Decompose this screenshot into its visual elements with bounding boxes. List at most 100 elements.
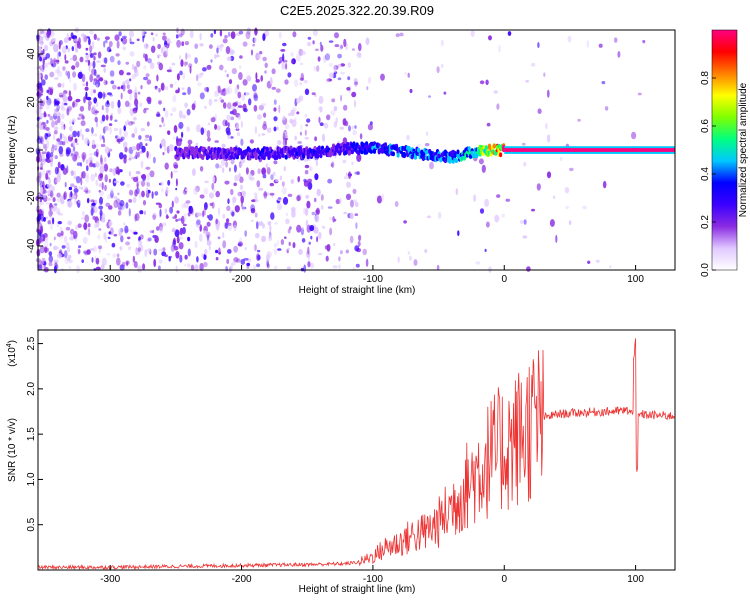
spectrogram-cell <box>146 121 150 127</box>
spectrogram-cell <box>82 154 85 163</box>
spectrogram-cell <box>45 237 49 241</box>
spectrogram-cell <box>69 120 73 125</box>
y-tick-label: 20 <box>26 96 37 108</box>
spectrogram-ridge-cell <box>372 149 377 154</box>
spectrogram-cell <box>103 67 106 73</box>
spectrogram-cell <box>119 152 124 160</box>
spectrogram-cell <box>493 90 498 94</box>
spectrogram-cell <box>291 59 294 64</box>
spectrogram-cell <box>63 136 67 144</box>
spectrogram-cell <box>179 70 183 76</box>
spectrogram-cell <box>57 221 62 225</box>
spectrogram-cell <box>256 53 262 60</box>
y-tick-label: 1.0 <box>26 472 37 486</box>
spectrogram-cell <box>303 79 308 84</box>
spectrogram-cell <box>63 102 68 106</box>
spectrogram-cell <box>136 175 139 181</box>
spectrogram-cell <box>88 38 91 46</box>
spectrogram-cell <box>228 79 233 85</box>
spectrogram-cell <box>282 59 288 63</box>
spectrogram-cell <box>181 41 185 47</box>
spectrogram-cell <box>101 217 106 223</box>
spectrogram-cell <box>204 206 207 210</box>
spectrogram-cell <box>350 199 354 208</box>
spectrogram-cell <box>241 94 245 101</box>
spectrogram-cell <box>106 100 110 105</box>
spectrogram-cell <box>406 134 410 141</box>
spectrogram-cell <box>203 207 206 216</box>
spectrogram-cell <box>172 94 177 103</box>
spectrogram-cell <box>356 153 362 162</box>
spectrogram-cell <box>239 55 243 59</box>
spectrogram-cell <box>215 249 219 254</box>
spectrogram-ridge-cell <box>290 150 295 156</box>
spectrogram-cell <box>323 55 327 63</box>
spectrogram-cell <box>340 45 343 49</box>
spectrogram-cell <box>276 240 279 247</box>
spectrogram-cell <box>41 169 46 176</box>
spectrogram-cell <box>142 263 146 270</box>
y-tick-label: 0 <box>26 147 37 153</box>
spectrogram-cell <box>146 173 150 181</box>
spectrogram-cell <box>297 175 301 183</box>
spectrogram-cell <box>426 215 432 219</box>
spectrogram-cell <box>87 59 91 67</box>
spectrogram-cell <box>436 264 440 271</box>
spectrogram-cell <box>38 74 42 78</box>
spectrogram-cell <box>175 178 178 187</box>
spectrogram-cell <box>56 104 60 111</box>
spectrogram-cell <box>153 248 158 256</box>
spectrogram-cell <box>46 159 51 163</box>
spectrogram-cell <box>305 194 310 199</box>
spectrogram-cell <box>233 224 237 232</box>
spectrogram-cell <box>258 187 264 191</box>
spectrogram-cell <box>144 180 149 186</box>
spectrogram-cell <box>49 222 53 231</box>
spectrogram-cell <box>187 236 191 242</box>
spectrogram-cell <box>365 37 370 46</box>
spectrogram-ridge-cell <box>185 146 189 152</box>
spectrogram-ridge-cell <box>443 158 447 164</box>
chart-title: C2E5.2025.322.20.39.R09 <box>280 3 434 18</box>
spectrogram-cell <box>128 30 135 38</box>
spectrogram-cell <box>164 40 168 48</box>
spectrogram-cell <box>84 86 89 91</box>
spectrogram-cell <box>346 87 351 91</box>
spectrogram-cell <box>277 203 283 211</box>
spectrogram-cell <box>79 128 83 137</box>
spectrogram-cell <box>523 219 527 225</box>
spectrogram-cell <box>311 211 316 216</box>
spectrogram-cell <box>184 254 188 260</box>
spectrogram-cell <box>57 161 61 169</box>
spectrogram-cell <box>233 257 239 263</box>
spectrogram-cell <box>274 222 278 225</box>
spectrogram-cell <box>49 211 54 215</box>
spectrogram-cell <box>354 81 358 86</box>
spectrogram-cell <box>100 157 104 165</box>
spectrogram-ridge-cell <box>191 146 195 152</box>
spectrogram-cell <box>438 211 442 219</box>
spectrogram-cell <box>104 36 110 40</box>
spectrogram-cell <box>99 134 102 141</box>
spectrogram-cell <box>102 91 106 100</box>
spectrogram-cell <box>349 212 354 220</box>
spectrogram-cell <box>44 62 48 69</box>
spectrogram-cell <box>187 248 191 257</box>
spectrogram-cell <box>154 85 158 90</box>
spectrogram-cell <box>555 234 558 243</box>
spectrogram-cell <box>222 119 228 127</box>
spectrogram-cell <box>340 71 345 75</box>
spectrogram-cell <box>340 250 343 255</box>
spectrogram-cell <box>166 40 172 44</box>
spectrogram-cell <box>102 162 105 167</box>
spectrogram-cell <box>68 186 73 191</box>
spectrogram-cell <box>85 159 88 165</box>
spectrogram-cell <box>484 198 489 208</box>
spectrogram-cell <box>254 232 260 239</box>
spectrogram-cell <box>484 248 487 253</box>
spectrogram-cell <box>261 133 266 136</box>
spectrogram-cell <box>103 163 109 172</box>
spectrogram-cell <box>226 258 230 265</box>
spectrogram-cell <box>111 242 116 248</box>
spectrogram-cell <box>257 133 261 137</box>
